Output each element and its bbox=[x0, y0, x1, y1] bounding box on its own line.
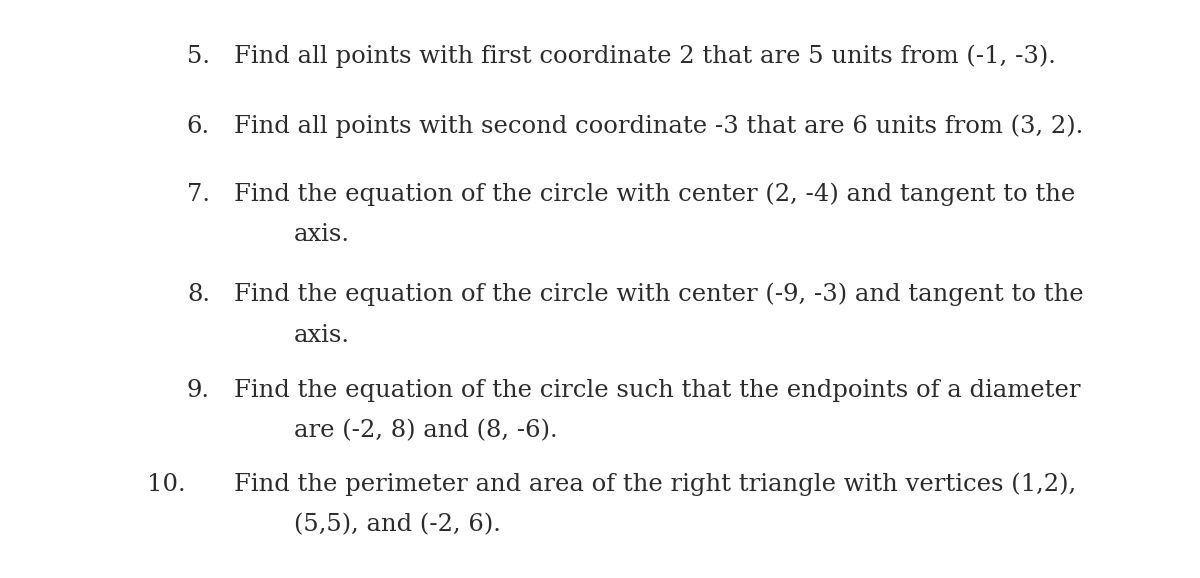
Text: Find all points with first coordinate 2 that are 5 units from (-1, -3).: Find all points with first coordinate 2 … bbox=[234, 44, 1056, 68]
Text: Find the equation of the circle such that the endpoints of a diameter: Find the equation of the circle such tha… bbox=[234, 379, 1080, 402]
Text: (5,5), and (-2, 6).: (5,5), and (-2, 6). bbox=[294, 513, 500, 536]
Text: 8.: 8. bbox=[187, 283, 210, 306]
Text: are (-2, 8) and (8, -6).: are (-2, 8) and (8, -6). bbox=[294, 419, 558, 442]
Text: 9.: 9. bbox=[187, 379, 210, 402]
Text: 10.: 10. bbox=[148, 473, 186, 496]
Text: Find the perimeter and area of the right triangle with vertices (1,2),: Find the perimeter and area of the right… bbox=[234, 472, 1076, 496]
Text: 5.: 5. bbox=[187, 45, 210, 68]
Text: Find the equation of the circle with center (-9, -3) and tangent to the: Find the equation of the circle with cen… bbox=[234, 283, 1091, 306]
Text: axis.: axis. bbox=[294, 324, 350, 347]
Text: axis.: axis. bbox=[294, 223, 350, 246]
Text: 6.: 6. bbox=[187, 115, 210, 138]
Text: Find all points with second coordinate -3 that are 6 units from (3, 2).: Find all points with second coordinate -… bbox=[234, 114, 1084, 138]
Text: 7.: 7. bbox=[187, 183, 210, 206]
Text: Find the equation of the circle with center (2, -4) and tangent to the: Find the equation of the circle with cen… bbox=[234, 182, 1084, 206]
